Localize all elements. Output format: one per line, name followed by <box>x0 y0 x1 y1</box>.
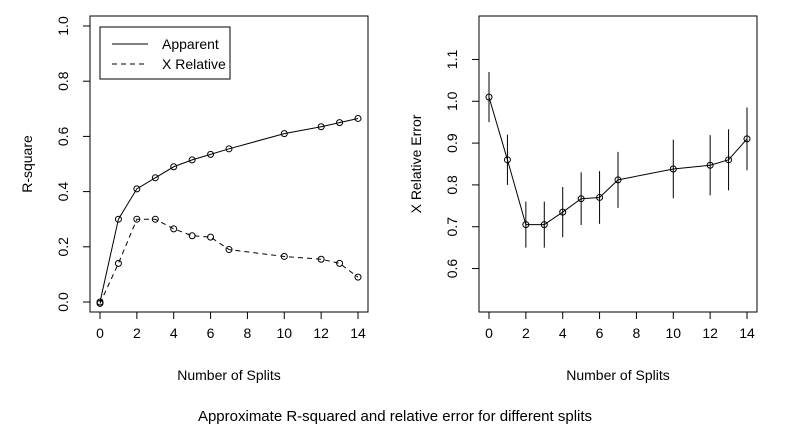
y-tick-label: 0.0 <box>55 292 71 312</box>
data-point <box>151 174 159 182</box>
data-point <box>336 119 344 127</box>
data-point <box>188 156 196 164</box>
x-tick-label: 6 <box>596 325 604 341</box>
y-axis-title: X Relative Error <box>408 114 424 213</box>
x-tick-label: 4 <box>170 325 178 341</box>
y-tick-label: 0.6 <box>444 259 460 279</box>
x-tick-label: 2 <box>522 325 530 341</box>
x-tick-label: 8 <box>633 325 641 341</box>
data-point <box>354 114 362 122</box>
series-line-1 <box>99 218 359 304</box>
data-point <box>743 135 751 143</box>
data-point <box>280 130 288 138</box>
x-tick-label: 10 <box>665 325 681 341</box>
x-tick-label: 12 <box>313 325 329 341</box>
y-tick-label: 0.7 <box>444 217 460 237</box>
y-tick-label: 0.4 <box>55 182 71 202</box>
data-point <box>188 232 196 240</box>
data-point <box>170 163 178 171</box>
data-point <box>669 165 677 173</box>
x-tick-label: 0 <box>96 325 104 341</box>
data-point <box>706 161 714 169</box>
legend-box <box>99 26 231 80</box>
y-tick-label: 0.8 <box>55 71 71 91</box>
data-point <box>207 233 215 241</box>
x-tick-label: 10 <box>276 325 292 341</box>
data-point <box>485 93 493 101</box>
legend-label: Apparent <box>162 36 219 52</box>
data-point <box>114 259 122 267</box>
data-point <box>280 252 288 260</box>
y-tick-label: 1.0 <box>444 91 460 111</box>
data-point <box>133 215 141 223</box>
data-point <box>614 176 622 184</box>
x-axis-title: Number of Splits <box>177 367 280 383</box>
data-point <box>596 193 604 201</box>
y-tick-label: 0.9 <box>444 133 460 153</box>
data-point <box>725 156 733 164</box>
x-tick-label: 12 <box>702 325 718 341</box>
data-point <box>317 123 325 131</box>
data-point <box>540 221 548 229</box>
data-point <box>225 145 233 153</box>
data-point <box>225 246 233 254</box>
data-point <box>317 255 325 263</box>
data-point <box>151 215 159 223</box>
data-point <box>336 259 344 267</box>
data-point <box>503 156 511 164</box>
x-tick-label: 2 <box>133 325 141 341</box>
y-tick-label: 1.1 <box>444 50 460 70</box>
x-tick-label: 0 <box>485 325 493 341</box>
figure-caption: Approximate R-squared and relative error… <box>197 408 593 425</box>
legend-label: X Relative <box>162 56 226 72</box>
data-point <box>354 273 362 281</box>
y-tick-label: 0.2 <box>55 237 71 257</box>
x-axis-title: Number of Splits <box>566 367 669 383</box>
x-tick-label: 8 <box>244 325 252 341</box>
data-point <box>96 299 104 307</box>
y-tick-label: 1.0 <box>55 16 71 36</box>
x-tick-label: 4 <box>559 325 567 341</box>
y-axis-title: R-square <box>19 135 35 193</box>
x-tick-label: 6 <box>207 325 215 341</box>
y-tick-label: 0.8 <box>444 175 460 195</box>
data-point <box>114 215 122 223</box>
y-tick-label: 0.6 <box>55 126 71 146</box>
data-point <box>170 225 178 233</box>
x-tick-label: 14 <box>739 325 755 341</box>
data-point <box>577 195 585 203</box>
data-point <box>207 150 215 158</box>
data-point <box>133 185 141 193</box>
data-point <box>559 208 567 216</box>
x-tick-label: 14 <box>350 325 366 341</box>
data-point <box>522 221 530 229</box>
